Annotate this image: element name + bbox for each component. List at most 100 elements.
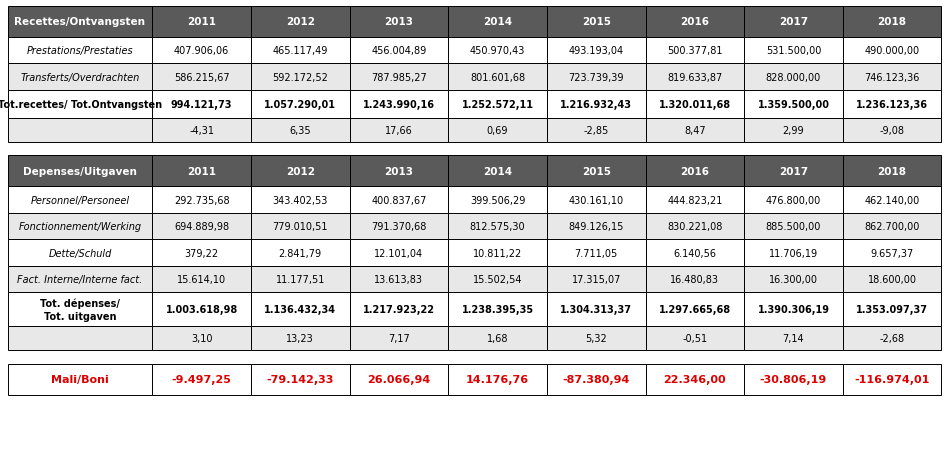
- Text: 1.216.932,43: 1.216.932,43: [560, 100, 632, 110]
- Bar: [251, 293, 349, 327]
- Text: 1.304.313,37: 1.304.313,37: [560, 305, 632, 314]
- Bar: [349, 327, 448, 350]
- Text: 1,68: 1,68: [487, 334, 509, 344]
- Text: 1.297.665,68: 1.297.665,68: [659, 305, 731, 314]
- Bar: [8, 240, 153, 266]
- Bar: [645, 293, 744, 327]
- Text: 3,10: 3,10: [191, 334, 213, 344]
- Text: 1.359.500,00: 1.359.500,00: [757, 100, 829, 110]
- Text: 462.140,00: 462.140,00: [865, 195, 920, 205]
- Text: 2015: 2015: [582, 17, 611, 27]
- Bar: [843, 156, 941, 187]
- Text: 13.613,83: 13.613,83: [375, 274, 423, 284]
- Bar: [547, 38, 645, 64]
- Text: 379,22: 379,22: [185, 248, 218, 258]
- Text: 17,66: 17,66: [385, 126, 413, 136]
- Text: 1.136.432,34: 1.136.432,34: [264, 305, 336, 314]
- Text: -116.974,01: -116.974,01: [854, 374, 930, 384]
- Text: 2017: 2017: [779, 17, 808, 27]
- Text: 500.377,81: 500.377,81: [667, 46, 722, 56]
- Bar: [349, 266, 448, 293]
- Bar: [8, 7, 153, 38]
- Bar: [645, 240, 744, 266]
- Text: -87.380,94: -87.380,94: [563, 374, 630, 384]
- Bar: [547, 91, 645, 119]
- Bar: [8, 293, 153, 327]
- Text: 2015: 2015: [582, 167, 611, 177]
- Bar: [547, 7, 645, 38]
- Bar: [645, 7, 744, 38]
- Text: 13,23: 13,23: [287, 334, 314, 344]
- Bar: [153, 187, 251, 213]
- Text: 26.066,94: 26.066,94: [367, 374, 431, 384]
- Bar: [843, 38, 941, 64]
- Bar: [8, 327, 153, 350]
- Text: Fonctionnement/Werking: Fonctionnement/Werking: [18, 222, 141, 232]
- Text: 1.057.290,01: 1.057.290,01: [264, 100, 336, 110]
- Bar: [843, 364, 941, 395]
- Bar: [349, 64, 448, 91]
- Text: 2,99: 2,99: [783, 126, 804, 136]
- Bar: [645, 156, 744, 187]
- Bar: [251, 364, 349, 395]
- Text: -9.497,25: -9.497,25: [172, 374, 232, 384]
- Bar: [153, 266, 251, 293]
- Bar: [843, 187, 941, 213]
- Bar: [843, 7, 941, 38]
- Bar: [448, 64, 547, 91]
- Bar: [645, 187, 744, 213]
- Text: 2011: 2011: [187, 17, 216, 27]
- Text: 17.315,07: 17.315,07: [571, 274, 621, 284]
- Bar: [448, 38, 547, 64]
- Bar: [744, 240, 843, 266]
- Text: 1.252.572,11: 1.252.572,11: [461, 100, 533, 110]
- Bar: [448, 7, 547, 38]
- Text: 862.700,00: 862.700,00: [865, 222, 920, 232]
- Bar: [744, 119, 843, 142]
- Bar: [153, 7, 251, 38]
- Bar: [153, 327, 251, 350]
- Text: 1.217.923,22: 1.217.923,22: [363, 305, 435, 314]
- Text: 7,14: 7,14: [783, 334, 804, 344]
- Text: Mali/Boni: Mali/Boni: [51, 374, 109, 384]
- Text: 2016: 2016: [680, 167, 709, 177]
- Text: -30.806,19: -30.806,19: [760, 374, 828, 384]
- Bar: [251, 7, 349, 38]
- Bar: [744, 293, 843, 327]
- Text: 2012: 2012: [286, 17, 315, 27]
- Bar: [448, 187, 547, 213]
- Text: 1.320.011,68: 1.320.011,68: [659, 100, 731, 110]
- Bar: [251, 213, 349, 240]
- Bar: [153, 91, 251, 119]
- Bar: [448, 213, 547, 240]
- Text: 1.243.990,16: 1.243.990,16: [363, 100, 435, 110]
- Bar: [843, 293, 941, 327]
- Bar: [448, 266, 547, 293]
- Text: 812.575,30: 812.575,30: [470, 222, 526, 232]
- Text: 12.101,04: 12.101,04: [374, 248, 423, 258]
- Bar: [251, 187, 349, 213]
- Bar: [744, 7, 843, 38]
- Text: 787.985,27: 787.985,27: [371, 72, 427, 82]
- Text: 801.601,68: 801.601,68: [470, 72, 525, 82]
- Bar: [349, 364, 448, 395]
- Bar: [547, 119, 645, 142]
- Bar: [744, 266, 843, 293]
- Text: 2018: 2018: [878, 17, 906, 27]
- Text: Prestations/Prestaties: Prestations/Prestaties: [27, 46, 133, 56]
- Text: 828.000,00: 828.000,00: [766, 72, 821, 82]
- Bar: [251, 119, 349, 142]
- Text: 746.123,36: 746.123,36: [865, 72, 920, 82]
- Bar: [8, 64, 153, 91]
- Text: 476.800,00: 476.800,00: [766, 195, 821, 205]
- Bar: [251, 156, 349, 187]
- Text: Depenses/Uitgaven: Depenses/Uitgaven: [23, 167, 137, 177]
- Text: 6.140,56: 6.140,56: [674, 248, 716, 258]
- Text: 1.390.306,19: 1.390.306,19: [757, 305, 829, 314]
- Bar: [153, 156, 251, 187]
- Text: 2.841,79: 2.841,79: [279, 248, 322, 258]
- Bar: [349, 91, 448, 119]
- Text: 456.004,89: 456.004,89: [371, 46, 426, 56]
- Bar: [645, 38, 744, 64]
- Bar: [349, 119, 448, 142]
